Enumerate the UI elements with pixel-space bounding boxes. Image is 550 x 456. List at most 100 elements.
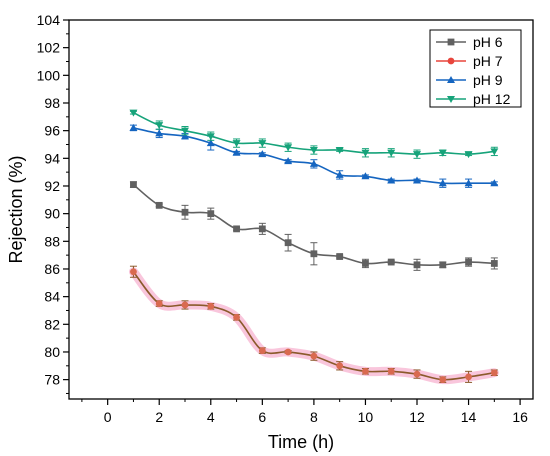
legend-label: pH 7 xyxy=(473,53,503,69)
data-point xyxy=(258,347,266,354)
series-ph-6 xyxy=(129,181,498,271)
y-tick-label: 84 xyxy=(44,289,60,305)
data-point xyxy=(413,151,421,159)
y-tick-label: 100 xyxy=(37,67,61,83)
data-point xyxy=(207,210,215,218)
data-point xyxy=(181,301,189,309)
legend-entry: pH 9 xyxy=(436,72,503,88)
data-point xyxy=(490,179,499,187)
data-point xyxy=(336,253,344,260)
x-tick-label: 0 xyxy=(104,409,112,425)
data-point xyxy=(413,176,421,184)
data-point xyxy=(413,370,421,378)
data-point xyxy=(490,369,498,377)
data-point xyxy=(155,129,164,137)
data-point xyxy=(130,268,137,276)
legend-label: pH 6 xyxy=(473,34,503,50)
data-point xyxy=(361,172,370,180)
y-tick-label: 88 xyxy=(44,233,60,249)
data-point xyxy=(387,258,395,266)
data-point xyxy=(206,133,215,141)
data-point xyxy=(490,148,499,156)
data-point xyxy=(284,348,292,356)
data-point xyxy=(336,362,344,370)
data-point xyxy=(232,140,241,148)
data-point xyxy=(284,144,293,152)
y-tick-label: 78 xyxy=(44,372,60,388)
data-point xyxy=(129,123,138,131)
x-tick-label: 10 xyxy=(358,409,374,425)
data-point xyxy=(181,132,189,140)
data-point xyxy=(181,208,189,216)
y-tick-label: 86 xyxy=(44,261,60,277)
highlight-layer xyxy=(128,267,499,385)
legend-entry: pH 6 xyxy=(436,34,503,50)
x-axis: 0 2 4 6 8 10 12 14 16 xyxy=(81,399,528,425)
data-point xyxy=(362,367,369,375)
data-point xyxy=(310,352,318,360)
data-point xyxy=(464,151,473,159)
data-point xyxy=(181,127,189,135)
data-point xyxy=(258,225,266,233)
data-point xyxy=(232,148,241,156)
legend: pH 6 pH 7 pH 9 pH 12 xyxy=(429,29,522,108)
y-tick-label: 102 xyxy=(37,40,61,56)
y-tick-label: 82 xyxy=(44,316,60,332)
series-ph-7 xyxy=(129,265,498,384)
data-point xyxy=(387,176,396,184)
data-point xyxy=(465,373,472,381)
legend-marker xyxy=(447,57,455,65)
data-point xyxy=(309,147,318,155)
x-tick-label: 14 xyxy=(461,409,477,425)
y-tick-label: 96 xyxy=(44,123,60,139)
data-point xyxy=(310,250,318,258)
data-point xyxy=(130,181,137,189)
y-tick-label: 80 xyxy=(44,344,60,360)
x-axis-label: Time (h) xyxy=(268,432,334,452)
x-tick-label: 6 xyxy=(258,409,266,425)
data-point xyxy=(362,260,369,267)
data-point xyxy=(155,201,163,209)
legend-entry: pH 12 xyxy=(436,91,511,107)
data-point xyxy=(387,149,396,157)
data-point xyxy=(439,261,447,269)
y-tick-label: 98 xyxy=(44,95,60,111)
data-point xyxy=(413,261,421,269)
legend-label: pH 12 xyxy=(473,91,511,107)
data-point xyxy=(309,159,318,167)
y-axis: 78 80 82 84 86 88 90 92 94 96 98 100 102 104 xyxy=(37,12,69,394)
series-layer xyxy=(129,109,499,384)
series-ph-9 xyxy=(129,123,499,188)
data-point xyxy=(258,150,267,158)
y-axis-label: Rejection (%) xyxy=(6,155,26,263)
legend-marker xyxy=(447,96,455,103)
data-point xyxy=(335,147,344,155)
data-point xyxy=(284,239,292,247)
data-point xyxy=(490,260,498,267)
data-point xyxy=(129,109,138,117)
data-point xyxy=(439,376,447,384)
y-tick-label: 92 xyxy=(44,178,60,194)
data-point xyxy=(233,313,240,321)
legend-label: pH 9 xyxy=(473,72,503,88)
x-tick-label: 8 xyxy=(310,409,318,425)
data-point xyxy=(155,300,163,307)
legend-entry: pH 7 xyxy=(436,53,503,69)
x-tick-label: 2 xyxy=(155,409,163,425)
data-point xyxy=(438,179,447,187)
data-point xyxy=(464,179,473,187)
data-point xyxy=(233,225,240,233)
y-tick-label: 104 xyxy=(37,12,61,28)
data-point xyxy=(335,170,344,178)
data-point xyxy=(438,149,447,157)
data-point xyxy=(206,139,215,147)
y-tick-label: 90 xyxy=(44,206,60,222)
data-point xyxy=(361,149,370,157)
legend-marker xyxy=(447,38,455,46)
plot-frame xyxy=(68,19,534,400)
x-tick-label: 12 xyxy=(409,409,425,425)
legend-marker xyxy=(447,76,455,83)
x-tick-label: 16 xyxy=(512,409,528,425)
x-tick-label: 4 xyxy=(207,409,215,425)
